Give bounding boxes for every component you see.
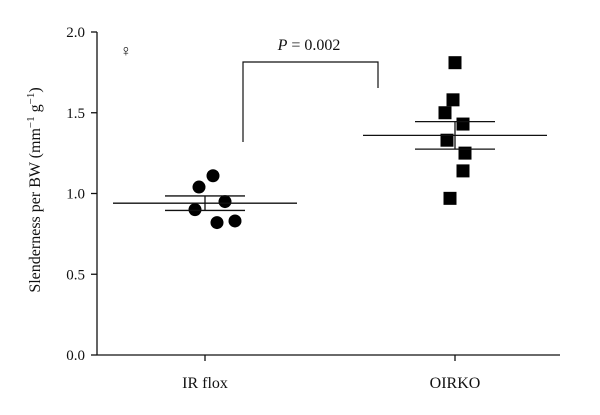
- p-letter: P: [277, 37, 288, 54]
- y-tick-label: 1.5: [66, 106, 85, 122]
- p-rest: = 0.002: [287, 37, 340, 54]
- sex-symbol: ♀: [120, 43, 132, 60]
- y-tick-label: 0.0: [66, 348, 85, 364]
- data-point: [440, 133, 454, 147]
- y-tick-label: 0.5: [66, 267, 85, 283]
- data-points: [188, 56, 472, 230]
- data-point: [458, 146, 472, 160]
- data-point: [188, 203, 202, 217]
- data-point: [228, 214, 242, 228]
- data-point: [443, 191, 457, 205]
- data-point: [446, 93, 460, 107]
- y-axis-title-main: Slenderness per BW (mm: [27, 128, 44, 293]
- y-axis: 0.0 0.5 1.0 1.5 2.0: [66, 25, 98, 364]
- y-tick-label: 1.0: [66, 187, 85, 203]
- y-axis-title-exp2: −1: [25, 93, 37, 105]
- data-point: [210, 216, 224, 230]
- y-axis-title: Slenderness per BW (mm−1 g−1): [25, 87, 44, 292]
- x-label-ir-flox: IR flox: [182, 375, 228, 392]
- data-point: [448, 56, 462, 70]
- data-point: [206, 169, 220, 183]
- y-tick-label: 2.0: [66, 25, 85, 41]
- x-label-oirko: OIRKO: [430, 375, 481, 392]
- data-point: [438, 106, 452, 120]
- significance-bracket: P = 0.002: [242, 37, 379, 142]
- y-ticks: 0.0 0.5 1.0 1.5 2.0: [66, 25, 97, 364]
- data-point: [456, 164, 470, 178]
- y-axis-title-exp1: −1: [25, 116, 37, 128]
- data-point: [218, 195, 232, 209]
- p-value-label: P = 0.002: [277, 37, 341, 54]
- y-axis-title-g: g: [27, 104, 44, 116]
- x-axis: IR flox OIRKO: [97, 354, 560, 392]
- bracket-line: [242, 61, 379, 142]
- data-point: [456, 117, 470, 131]
- data-point: [192, 180, 206, 194]
- mean-sem-bars: [113, 120, 547, 212]
- y-axis-title-close: ): [27, 87, 44, 92]
